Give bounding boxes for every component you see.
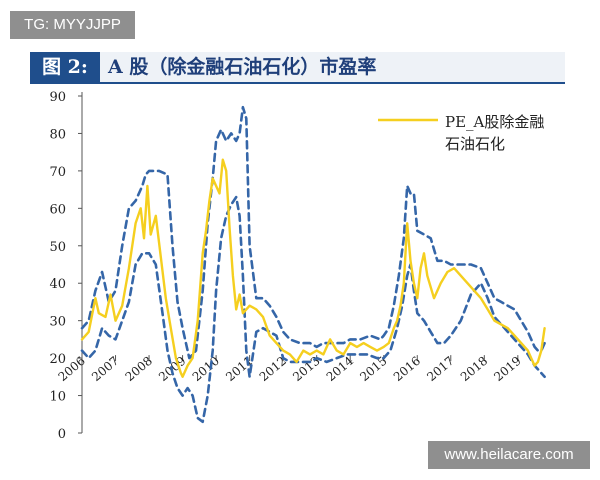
axes: [78, 92, 519, 434]
x-tick-labels: 2006 2007 2008 2009 2010 2011 2012 2013 2014 2015…: [56, 353, 524, 384]
x-tick-label: 2016: [391, 354, 423, 384]
x-tick-label: 2019: [491, 354, 523, 384]
watermark-bottom-right: www.heilacare.com: [428, 441, 590, 469]
y-tick-label: 70: [49, 165, 66, 180]
y-tick-label: 80: [49, 127, 66, 142]
y-tick-label: 50: [49, 240, 66, 255]
legend-label: PE_A股除金融 石油石化: [445, 113, 545, 153]
y-tick-label: 0: [58, 427, 66, 442]
y-tick-label: 90: [49, 90, 66, 105]
y-tick-label: 60: [49, 202, 66, 217]
upper-band-line: [80, 105, 546, 360]
x-tick-label: 2018: [458, 354, 490, 384]
y-tick-label: 10: [49, 390, 66, 405]
figure-number: 图 2:: [30, 52, 100, 82]
x-tick-label: 2010: [190, 354, 222, 384]
series-layer: [80, 105, 546, 424]
figure-header: 图 2: A 股（除金融石油石化）市盈率: [30, 52, 565, 84]
x-tick-label: 2017: [424, 354, 456, 384]
y-tick-label: 20: [49, 352, 66, 367]
y-tick-label: 30: [49, 315, 66, 330]
lower-band-line: [80, 195, 546, 424]
x-tick-label: 2007: [89, 354, 121, 384]
x-tick-label: 2008: [123, 354, 155, 384]
watermark-top-left: TG: MYYJJPP: [10, 11, 135, 39]
y-tick-label: 40: [49, 277, 66, 292]
pe-series-line: [80, 158, 546, 378]
figure-title: A 股（除金融石油石化）市盈率: [108, 56, 377, 78]
y-tick-labels: 0 10 20 30 40 50 60 70 80 90: [49, 90, 66, 442]
